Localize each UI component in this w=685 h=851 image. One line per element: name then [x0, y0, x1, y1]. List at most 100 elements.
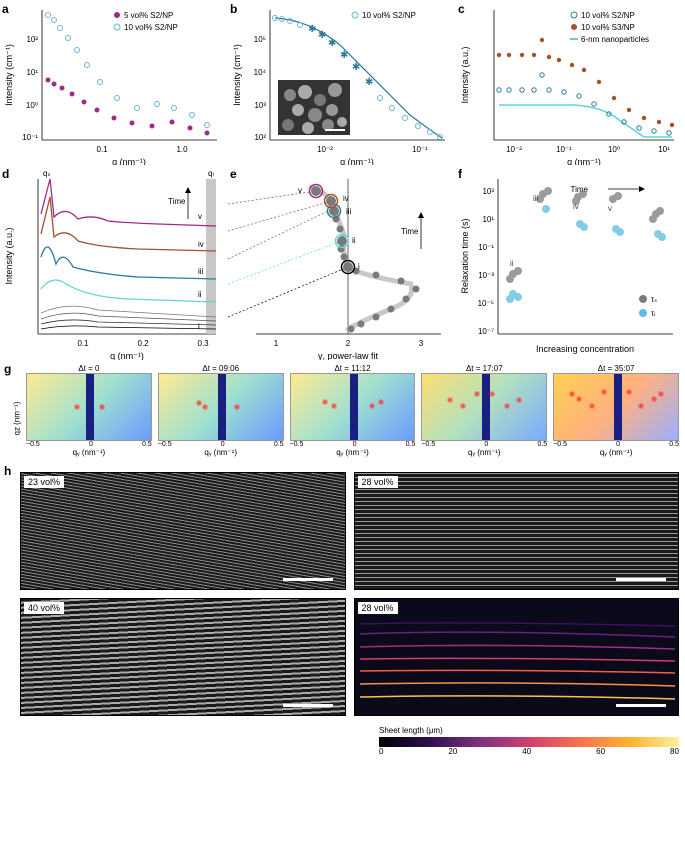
g3x1: 0: [484, 441, 488, 448]
a-ytick1: 10⁰: [26, 101, 38, 110]
row-abc: a 10⁻¹ 10⁰ 10¹ 10² 0.1 1.0: [0, 0, 685, 165]
g0x2: 0.5: [142, 441, 152, 448]
b-xtick0: 10⁻²: [317, 145, 333, 154]
d-xt2: 0.3: [197, 339, 209, 348]
e-iv: iv: [343, 194, 349, 203]
c-legend-1: 10 vol% S3/NP: [581, 23, 635, 32]
d-v: v: [198, 212, 202, 221]
h-label-1: 28 vol%: [358, 476, 398, 488]
panel-b-svg: 10² 10³ 10⁴ 10⁵ 10⁻² 10⁻¹ ✱✱✱✱✱✱: [228, 0, 456, 165]
e-i: i: [358, 262, 360, 271]
h-img-3: 28 vol%: [354, 598, 680, 716]
g0x0: −0.5: [26, 441, 40, 448]
b-ytick2: 10⁴: [254, 68, 267, 77]
d-ql-bar: [206, 179, 216, 334]
b-inset: [278, 80, 350, 135]
f-legend-0: τₛ: [651, 295, 657, 304]
g-time-1: Δt = 09:06: [158, 364, 284, 373]
panel-f-label: f: [458, 167, 462, 181]
g3x0: −0.5: [421, 441, 435, 448]
e-ii: ii: [352, 236, 356, 245]
hcb2: 40: [522, 747, 531, 756]
row-h: h 23 vol% 28 vol% 40 vol% 28 vol%: [0, 460, 685, 760]
b-ytick3: 10⁵: [254, 35, 266, 44]
f-yt4: 10¹: [482, 215, 494, 224]
svg-text:✱: ✱: [365, 77, 373, 88]
a-xtick0: 0.1: [96, 145, 108, 154]
g1x1: 0: [221, 441, 225, 448]
g0x1: 0: [89, 441, 93, 448]
a-xlabel: q (nm⁻¹): [112, 157, 146, 165]
gisaxs-1: Δt = 09:06 −0.5 0 0.5 qᵧ (nm⁻¹): [158, 364, 284, 457]
c-xtick1: 10⁻¹: [556, 145, 572, 154]
e-scatter: i ii iii iv v: [298, 185, 420, 333]
row-g: g qz (nm⁻¹) Δt = 0 −0.5 0 0.5 qᵧ (nm⁻¹) Δt…: [0, 360, 685, 460]
h-colorbar: [379, 737, 679, 747]
c-s3-markers: [497, 38, 674, 127]
panel-c: c 10⁻² 10⁻¹ 10⁰ 10¹: [456, 0, 685, 165]
d-time: Time: [168, 197, 186, 206]
e-iii: iii: [346, 207, 352, 216]
gisaxs-0: Δt = 0 −0.500.5 qᵧ (nm⁻¹): [26, 364, 152, 457]
b-xtick1: 10⁻¹: [412, 145, 428, 154]
c-xtick0: 10⁻²: [506, 145, 522, 154]
e-xlabel: γ, power-law fit: [318, 351, 379, 360]
svg-text:iii: iii: [533, 194, 539, 203]
g2x2: 0.5: [406, 441, 416, 448]
g-xlabel-1: qᵧ (nm⁻¹): [158, 448, 284, 457]
h-colorbar-ticks: 0 20 40 60 80: [379, 747, 679, 756]
c-xtick3: 10¹: [658, 145, 670, 154]
h-grid: 23 vol% 28 vol% 40 vol% 28 vol%: [20, 472, 679, 716]
svg-text:v: v: [608, 204, 612, 213]
g-xlabel-2: qᵧ (nm⁻¹): [290, 448, 416, 457]
panel-g-label: g: [4, 362, 11, 376]
b-ylabel: Intensity (cm⁻¹): [232, 44, 242, 106]
b-legend: 10 vol% S2/NP: [352, 11, 416, 20]
f-legend: τₛ τₗ: [639, 295, 657, 318]
h-img-0: 23 vol%: [20, 472, 346, 590]
a-ytick2: 10¹: [26, 68, 38, 77]
g-ylabel: qz (nm⁻¹): [13, 402, 22, 436]
row-def: d qₛ qₗ Time: [0, 165, 685, 360]
panel-b: b 10² 10³ 10⁴ 10⁵ 10⁻² 10⁻¹ ✱✱✱✱✱: [228, 0, 456, 165]
panel-a-svg: 10⁻¹ 10⁰ 10¹ 10² 0.1 1.0: [0, 0, 228, 165]
g-xlabel-3: qᵧ (nm⁻¹): [421, 448, 547, 457]
panel-h-label: h: [4, 464, 11, 478]
f-legend-1: τₗ: [651, 309, 656, 318]
c-s2-path: [499, 75, 672, 133]
panel-f-svg: 10⁻⁷ 10⁻⁵ 10⁻³ 10⁻¹ 10¹ 10³ Time i: [456, 165, 685, 360]
gisaxs-3: Δt = 17:07 −0.500.5 qᵧ (nm⁻¹): [421, 364, 547, 457]
gisaxs-2: Δt = 11:12 −0.500.5 qᵧ (nm⁻¹): [290, 364, 416, 457]
a-legend: 5 vol% S2/NP 10 vol% S2/NP: [114, 11, 178, 32]
h-label-0: 23 vol%: [24, 476, 64, 488]
f-yt3: 10⁻¹: [478, 243, 494, 252]
b-ytick1: 10³: [254, 101, 266, 110]
g-time-0: Δt = 0: [26, 364, 152, 373]
hcb1: 20: [448, 747, 457, 756]
g1x0: −0.5: [158, 441, 172, 448]
d-i: i: [198, 322, 200, 331]
d-xt0: 0.1: [77, 339, 89, 348]
panel-e: e Time: [228, 165, 456, 360]
f-xlabel: Increasing concentration: [536, 344, 634, 354]
c-legend: 10 vol% S2/NP 10 vol% S3/NP 6-nm nanopar…: [570, 11, 649, 44]
c-legend-2: 6-nm nanoparticles: [581, 35, 649, 44]
d-ylabel: Intensity (a.u.): [4, 227, 14, 284]
g2x1: 0: [353, 441, 357, 448]
h-colorbar-label: Sheet length (μm): [379, 726, 679, 735]
e-time: Time: [401, 227, 419, 236]
a-ylabel: Intensity (cm⁻¹): [4, 44, 14, 106]
panel-e-label: e: [230, 167, 237, 181]
e-v: v: [298, 186, 302, 195]
h-img-1: 28 vol%: [354, 472, 680, 590]
c-line-6nm: [499, 105, 672, 137]
svg-text:✱: ✱: [352, 62, 360, 73]
g1x2: 0.5: [274, 441, 284, 448]
e-xt0: 1: [274, 339, 279, 348]
g-xlabel-4: qᵧ (nm⁻¹): [553, 448, 679, 457]
hcb0: 0: [379, 747, 383, 756]
g-time-4: Δt = 35:07: [553, 364, 679, 373]
a-legend-0: 5 vol% S2/NP: [124, 11, 173, 20]
e-xt2: 3: [419, 339, 424, 348]
panel-d-svg: qₛ qₗ Time i: [0, 165, 228, 360]
